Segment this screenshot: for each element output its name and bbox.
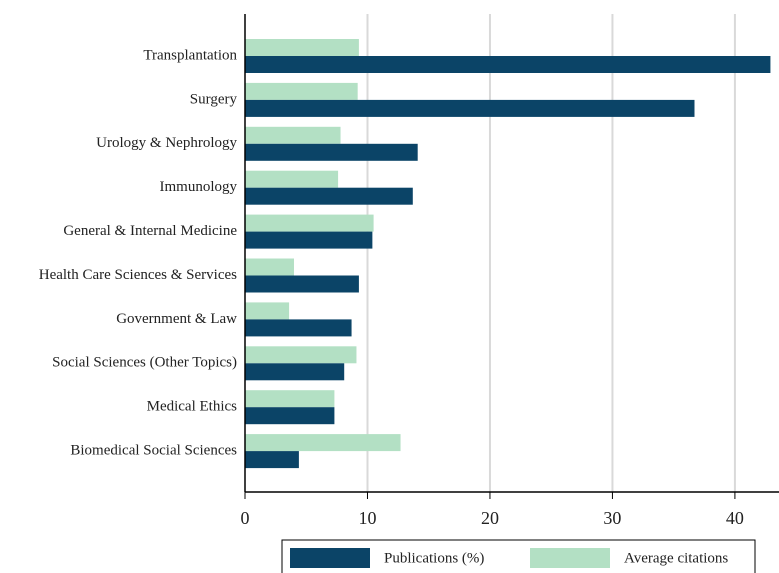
x-tick-label: 10 bbox=[358, 508, 376, 528]
x-tick-label: 40 bbox=[726, 508, 744, 528]
bar bbox=[245, 143, 418, 161]
legend-swatch bbox=[530, 548, 610, 568]
bar bbox=[245, 170, 339, 188]
bar bbox=[245, 390, 335, 408]
bar bbox=[245, 302, 290, 320]
bar bbox=[245, 56, 771, 73]
bar bbox=[245, 346, 357, 364]
bar bbox=[245, 407, 335, 425]
bar bbox=[245, 275, 359, 293]
legend-label: Publications (%) bbox=[384, 550, 484, 566]
bar bbox=[245, 231, 373, 249]
y-tick-label: Surgery bbox=[190, 91, 238, 107]
y-tick-label: Immunology bbox=[160, 179, 238, 195]
y-tick-label: Social Sciences (Other Topics) bbox=[52, 355, 237, 371]
bar bbox=[245, 82, 358, 100]
bar bbox=[245, 126, 341, 144]
x-tick-label: 30 bbox=[603, 508, 621, 528]
bar bbox=[245, 258, 294, 276]
bar bbox=[245, 99, 695, 117]
bar bbox=[245, 39, 359, 56]
legend-label: Average citations bbox=[624, 550, 728, 566]
bar bbox=[245, 214, 374, 232]
y-tick-label: Government & Law bbox=[116, 311, 237, 327]
y-tick-label: Medical Ethics bbox=[147, 399, 238, 415]
y-tick-label: Transplantation bbox=[143, 47, 237, 63]
legend-swatch bbox=[290, 548, 370, 568]
y-tick-label: Biomedical Social Sciences bbox=[70, 443, 237, 459]
bar bbox=[245, 451, 299, 469]
bar bbox=[245, 319, 352, 337]
bar bbox=[245, 434, 401, 452]
y-tick-label: General & Internal Medicine bbox=[63, 223, 237, 239]
bar bbox=[245, 363, 345, 381]
y-tick-label: Urology & Nephrology bbox=[96, 135, 237, 151]
x-tick-label: 20 bbox=[481, 508, 499, 528]
bar bbox=[245, 187, 413, 205]
y-tick-label: Health Care Sciences & Services bbox=[39, 267, 237, 283]
x-tick-label: 0 bbox=[241, 508, 250, 528]
